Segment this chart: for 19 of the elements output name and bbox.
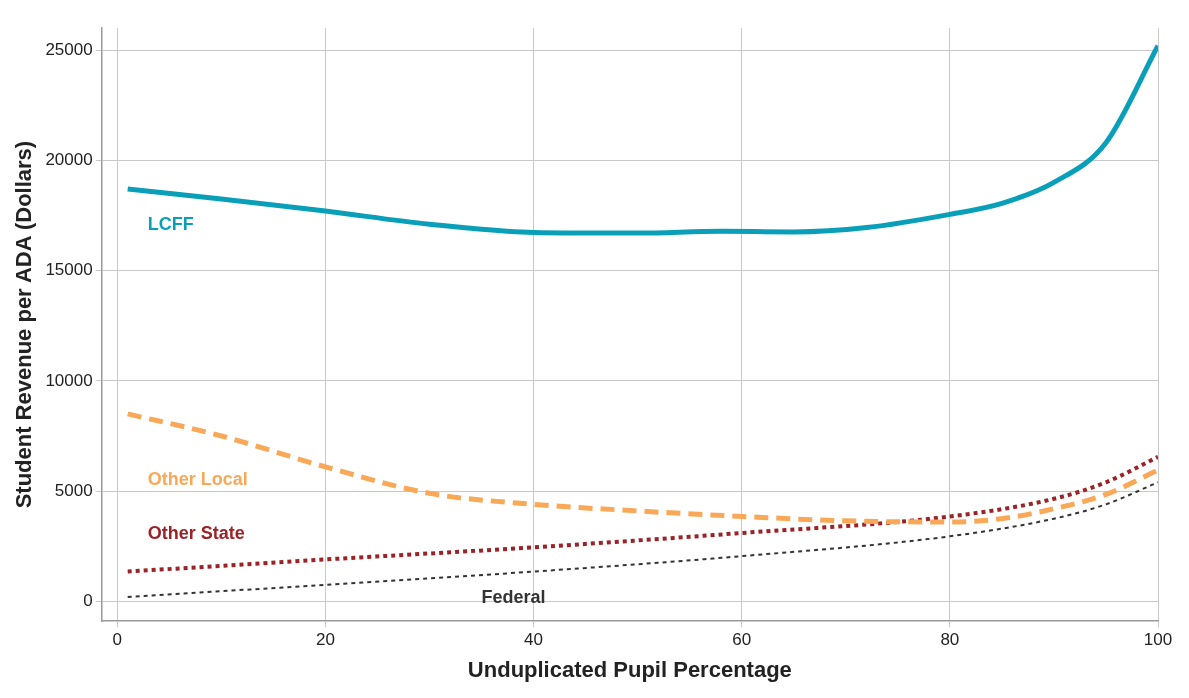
y-axis-title: Student Revenue per ADA (Dollars) bbox=[11, 140, 37, 509]
series-label: Other State bbox=[147, 522, 245, 543]
x-tick-label: 40 bbox=[524, 630, 544, 650]
x-tick-label: 20 bbox=[315, 630, 335, 650]
series-label: Federal bbox=[481, 586, 546, 607]
y-tick-label: 25000 bbox=[45, 39, 93, 59]
y-tick-label: 0 bbox=[83, 591, 93, 611]
x-axis-title: Unduplicated Pupil Percentage bbox=[467, 656, 792, 682]
y-tick-label: 20000 bbox=[45, 150, 93, 169]
x-tick-label: 80 bbox=[940, 630, 960, 650]
series-label: LCFF bbox=[147, 213, 194, 234]
y-tick-label: 5000 bbox=[54, 480, 93, 500]
x-tick-label: 100 bbox=[1143, 630, 1173, 650]
x-tick-label: 60 bbox=[732, 630, 752, 650]
x-tick-label: 0 bbox=[112, 630, 123, 650]
y-tick-label: 15000 bbox=[45, 260, 93, 280]
y-tick-label: 10000 bbox=[45, 370, 93, 390]
line-series bbox=[125, 454, 1158, 574]
series-label: Other Local bbox=[147, 468, 248, 489]
